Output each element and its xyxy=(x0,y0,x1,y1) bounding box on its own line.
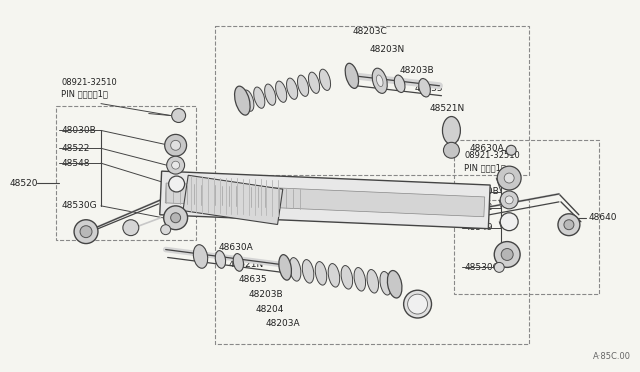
Text: PIN ピン（1）: PIN ピン（1） xyxy=(465,164,506,173)
Ellipse shape xyxy=(328,263,340,287)
Circle shape xyxy=(164,134,187,156)
Text: 48030B: 48030B xyxy=(61,126,96,135)
Text: 48521N: 48521N xyxy=(429,104,465,113)
Ellipse shape xyxy=(287,78,298,99)
Ellipse shape xyxy=(387,270,402,298)
Ellipse shape xyxy=(354,267,365,291)
Ellipse shape xyxy=(235,86,250,115)
Ellipse shape xyxy=(380,272,392,295)
Polygon shape xyxy=(165,183,484,217)
Ellipse shape xyxy=(341,266,353,289)
Circle shape xyxy=(504,173,514,183)
Text: 48530G: 48530G xyxy=(465,263,500,272)
Ellipse shape xyxy=(253,87,265,108)
Ellipse shape xyxy=(345,63,358,89)
Ellipse shape xyxy=(279,255,291,280)
Polygon shape xyxy=(183,175,283,225)
Circle shape xyxy=(500,191,518,209)
Text: 08921-32510: 08921-32510 xyxy=(465,151,520,160)
Ellipse shape xyxy=(308,72,319,93)
Circle shape xyxy=(172,161,180,169)
Text: 48548: 48548 xyxy=(61,159,90,168)
Ellipse shape xyxy=(243,90,254,111)
Text: PIN ピン＼Ｈ1）: PIN ピン＼Ｈ1） xyxy=(61,89,108,98)
Circle shape xyxy=(166,156,184,174)
Circle shape xyxy=(171,140,180,150)
Circle shape xyxy=(444,142,460,158)
Text: 48522: 48522 xyxy=(465,203,493,212)
Circle shape xyxy=(408,294,428,314)
Circle shape xyxy=(172,109,186,122)
Text: 48630A: 48630A xyxy=(469,144,504,153)
Text: 48635: 48635 xyxy=(415,84,444,93)
Ellipse shape xyxy=(264,84,276,105)
Text: 48635: 48635 xyxy=(238,275,267,284)
Ellipse shape xyxy=(193,245,208,268)
Text: 48521N: 48521N xyxy=(228,260,264,269)
Circle shape xyxy=(164,206,188,230)
Circle shape xyxy=(506,145,516,155)
Text: 08921-32510: 08921-32510 xyxy=(61,78,117,87)
Circle shape xyxy=(500,213,518,231)
Text: 48203B: 48203B xyxy=(399,66,435,76)
Ellipse shape xyxy=(215,251,225,268)
Circle shape xyxy=(80,226,92,238)
Ellipse shape xyxy=(233,254,243,271)
Text: 48520: 48520 xyxy=(10,179,38,187)
Circle shape xyxy=(494,262,504,272)
Text: 48203A: 48203A xyxy=(265,320,300,328)
Text: 48522: 48522 xyxy=(61,144,90,153)
Circle shape xyxy=(123,220,139,235)
Text: 48204: 48204 xyxy=(255,305,284,314)
Text: 48030B: 48030B xyxy=(465,187,499,196)
Polygon shape xyxy=(160,171,490,229)
Ellipse shape xyxy=(316,262,327,285)
Circle shape xyxy=(501,248,513,260)
Circle shape xyxy=(494,241,520,267)
Ellipse shape xyxy=(404,290,431,318)
Ellipse shape xyxy=(298,75,308,96)
Text: 48549: 48549 xyxy=(465,223,493,232)
Circle shape xyxy=(505,196,513,204)
Ellipse shape xyxy=(276,81,287,102)
Ellipse shape xyxy=(367,270,378,293)
Circle shape xyxy=(171,213,180,223)
Circle shape xyxy=(161,225,171,235)
Ellipse shape xyxy=(394,75,405,93)
Circle shape xyxy=(169,176,184,192)
Text: 48203N: 48203N xyxy=(370,45,405,54)
Circle shape xyxy=(497,166,521,190)
Text: 48203C: 48203C xyxy=(353,27,388,36)
Text: 48530G: 48530G xyxy=(61,201,97,210)
Text: 48203B: 48203B xyxy=(248,290,283,299)
Ellipse shape xyxy=(442,116,460,144)
Circle shape xyxy=(558,214,580,235)
Circle shape xyxy=(564,220,574,230)
Text: A·85C.00: A·85C.00 xyxy=(593,352,630,361)
Text: 48630A: 48630A xyxy=(218,243,253,252)
Ellipse shape xyxy=(319,69,331,90)
Ellipse shape xyxy=(376,75,383,87)
Text: 48640: 48640 xyxy=(589,213,618,222)
Ellipse shape xyxy=(419,78,430,97)
Ellipse shape xyxy=(372,68,387,93)
Circle shape xyxy=(74,220,98,244)
Ellipse shape xyxy=(302,260,314,283)
Ellipse shape xyxy=(289,257,301,281)
